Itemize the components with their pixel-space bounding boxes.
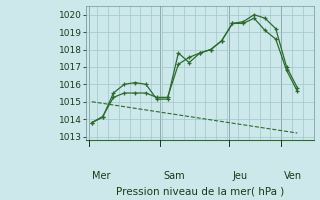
Text: Pression niveau de la mer( hPa ): Pression niveau de la mer( hPa )	[116, 186, 284, 196]
Text: Sam: Sam	[163, 171, 185, 181]
Text: Jeu: Jeu	[232, 171, 248, 181]
Text: Ven: Ven	[284, 171, 302, 181]
Text: Mer: Mer	[92, 171, 110, 181]
